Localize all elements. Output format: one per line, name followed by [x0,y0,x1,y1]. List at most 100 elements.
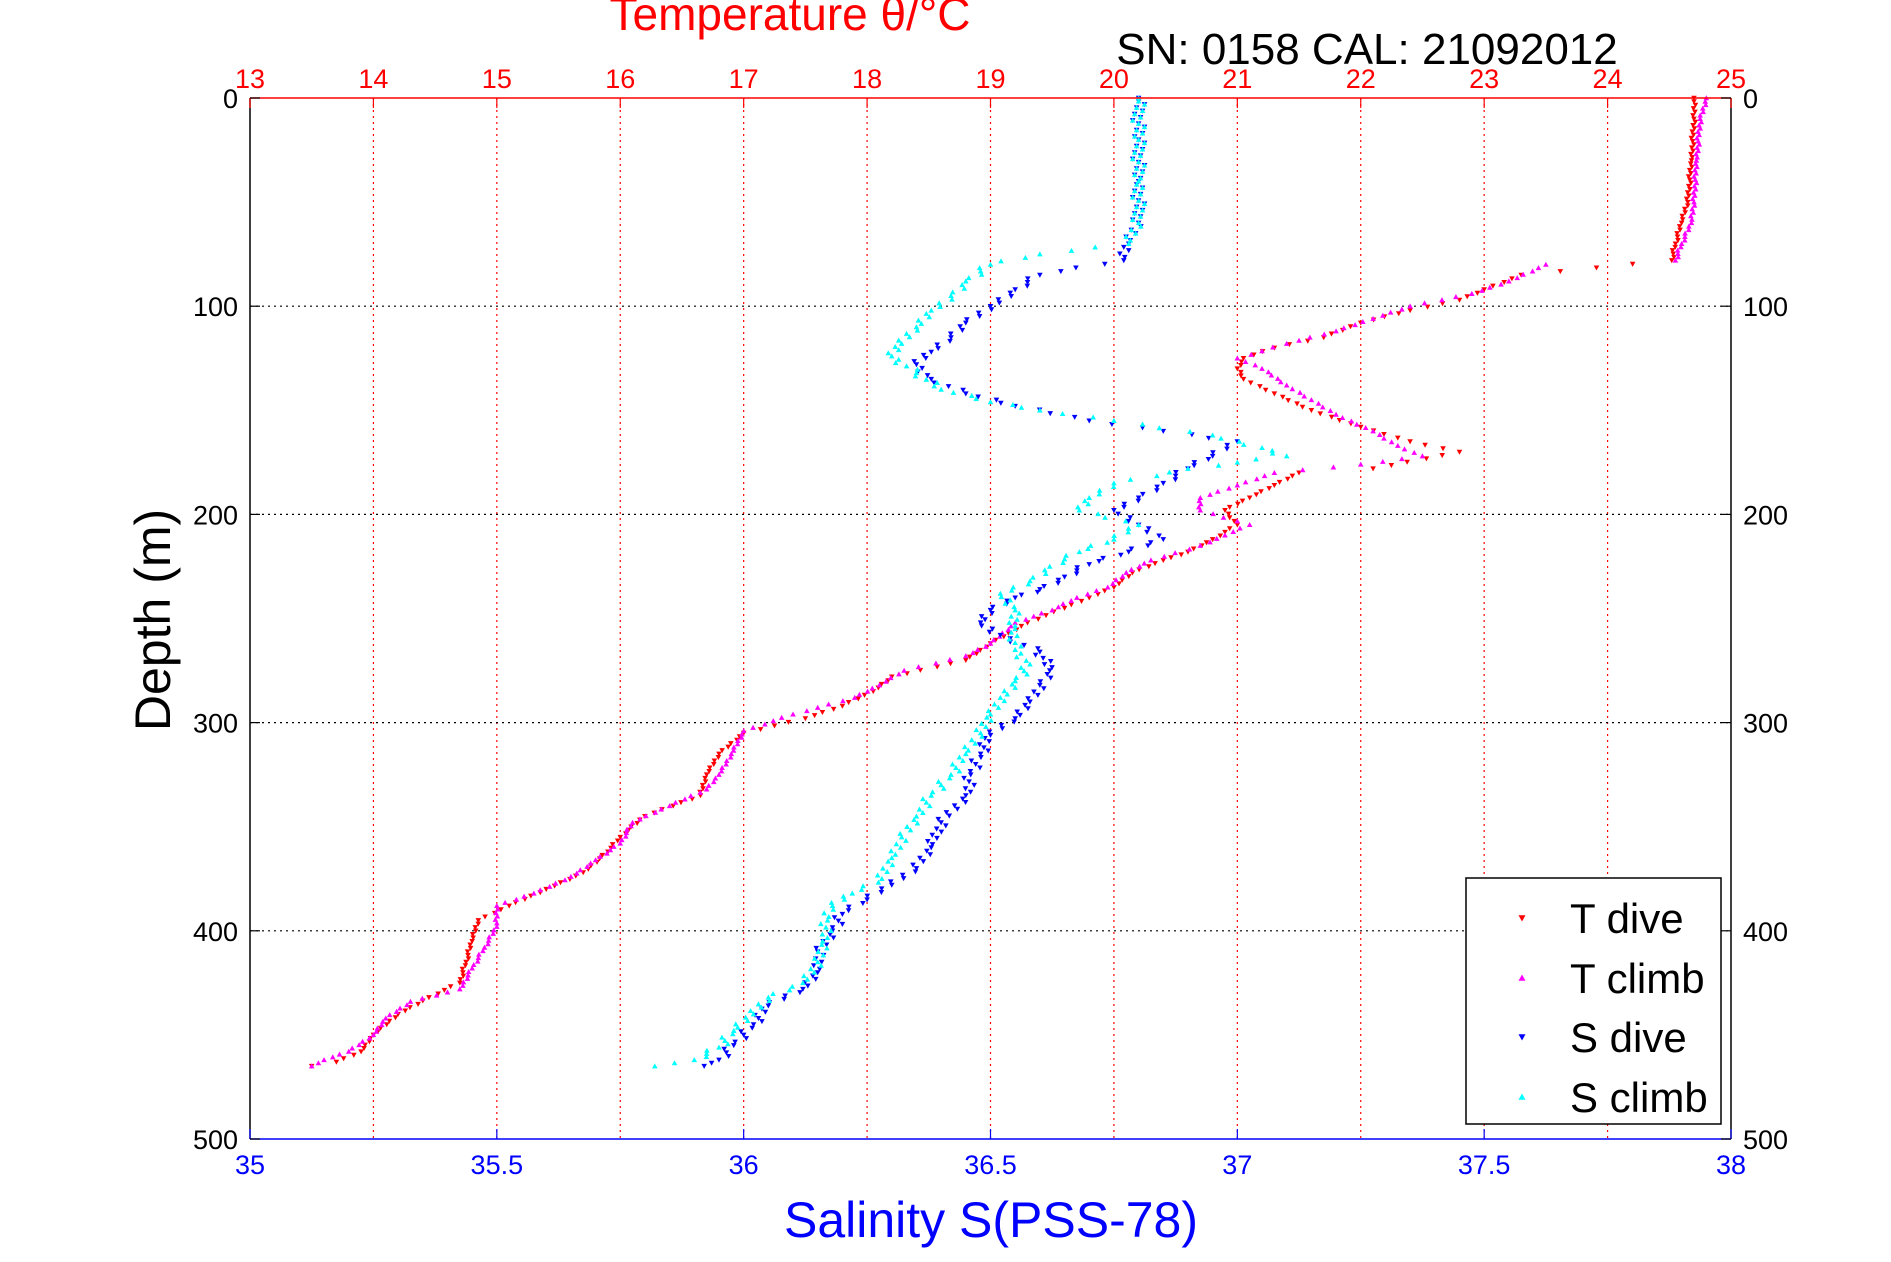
data-point [379,1018,386,1024]
data-point [1074,594,1080,600]
data-point [731,744,737,750]
data-point [830,935,837,941]
data-point [934,342,940,348]
data-point [1060,601,1066,607]
data-point [738,1029,744,1035]
data-point [652,1063,658,1069]
data-point [1135,522,1142,528]
data-point [475,918,482,924]
data-point [356,1042,362,1048]
data-point [770,718,777,724]
data-point [1226,485,1232,491]
data-point [964,317,970,323]
data-point [887,675,894,681]
data-point [1021,668,1027,674]
data-point [977,620,984,626]
data-point [1024,276,1031,282]
data-point [811,969,818,975]
data-point [786,987,793,993]
data-point [903,330,910,336]
data-point [1031,689,1037,695]
data-point [1006,619,1013,625]
data-point [781,996,787,1002]
data-point [502,899,508,905]
data-point [1203,540,1210,546]
data-point [1675,254,1681,260]
data-point [1125,248,1132,254]
data-point [1004,691,1011,697]
data-point [934,835,940,841]
data-point [982,617,988,623]
data-point [765,1003,772,1009]
data-point [1125,529,1132,535]
data-point [1213,535,1220,541]
data-point [938,829,945,835]
data-point [1253,492,1260,498]
data-point [1118,552,1124,558]
data-point [1629,261,1636,267]
data-point [1685,227,1692,233]
data-point [987,732,994,738]
data-point [1676,224,1683,230]
data-point [1695,148,1702,154]
data-point [771,723,778,729]
data-point [940,785,947,791]
data-point [1690,132,1697,138]
data-point [599,852,606,858]
data-point [757,727,764,733]
data-point [1691,116,1697,122]
data-point [568,873,574,879]
data-point [670,803,676,809]
data-point [1308,408,1315,414]
data-point [1456,449,1463,455]
data-point [1008,293,1015,300]
data-point [1262,387,1269,393]
data-point [1224,442,1231,448]
data-point [1030,574,1036,580]
data-point [892,851,899,857]
data-point [1037,679,1044,685]
data-point [457,986,463,992]
data-point [1012,595,1018,601]
data-point [800,986,806,992]
data-point [997,590,1004,596]
data-point [962,744,968,750]
data-point [1131,149,1138,155]
data-point [948,335,954,341]
data-point [1357,461,1364,467]
data-point [1362,424,1369,431]
data-point [643,813,649,819]
data-point [1593,265,1600,271]
data-point [1055,577,1062,583]
data-point [1115,511,1121,517]
data-point [991,701,998,707]
data-point [923,376,930,382]
data-point [1008,587,1015,593]
data-point [1139,130,1146,136]
data-point [732,1021,739,1027]
temperature-tick-label: 22 [1346,64,1376,94]
data-point [1248,351,1254,357]
data-point [1135,98,1142,104]
data-point [1156,425,1163,431]
salinity-tick-label: 37 [1222,1150,1252,1180]
data-point [1328,414,1335,420]
data-point [888,855,895,861]
data-point [1238,359,1245,365]
data-point [1682,210,1689,216]
data-point [1172,473,1179,479]
data-point [819,709,826,715]
data-point [963,793,969,799]
data-point [1250,352,1257,358]
data-point [1012,287,1018,293]
temperature-tick-label: 21 [1222,64,1252,94]
data-point [1269,447,1276,453]
data-point [913,324,920,330]
data-point [1682,230,1688,236]
data-point [1046,563,1053,569]
data-point [766,997,773,1003]
data-point [1131,188,1138,194]
data-point [903,363,910,369]
data-point [1012,684,1018,690]
data-point [1004,598,1010,604]
